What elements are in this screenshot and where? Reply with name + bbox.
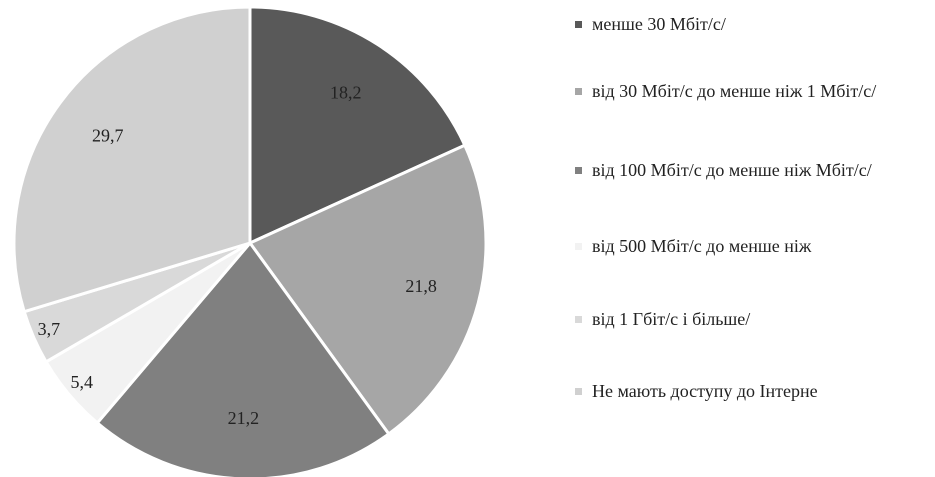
pie-slice [248, 5, 467, 246]
legend-label: від 30 Мбіт/с до менше ніж 1 Мбіт/с/ [592, 81, 877, 101]
legend-label: менше 30 Мбіт/с/ [592, 14, 726, 34]
data-label: 29,7 [92, 126, 124, 146]
data-label: 21,2 [228, 408, 260, 428]
legend-swatch [575, 167, 582, 174]
legend-label: від 100 Мбіт/с до менше ніж Мбіт/с/ [592, 160, 872, 180]
data-label: 5,4 [71, 372, 94, 392]
legend-label: від 500 Мбіт/с до менше ніж [592, 236, 812, 256]
legend-label: Не мають доступу до Інтерне [592, 381, 818, 401]
pie-slice [95, 240, 391, 477]
legend-swatch [575, 21, 582, 28]
legend-swatch [575, 316, 582, 323]
data-label: 3,7 [38, 319, 61, 339]
legend-swatch [575, 388, 582, 395]
data-label: 21,8 [405, 276, 437, 296]
pie-slice [12, 5, 252, 314]
legend-swatch [575, 88, 582, 95]
pie-slice [247, 143, 488, 437]
legend-label: від 1 Гбіт/с і більше/ [592, 309, 751, 329]
data-label: 18,2 [330, 82, 362, 102]
legend-swatch [575, 243, 582, 250]
